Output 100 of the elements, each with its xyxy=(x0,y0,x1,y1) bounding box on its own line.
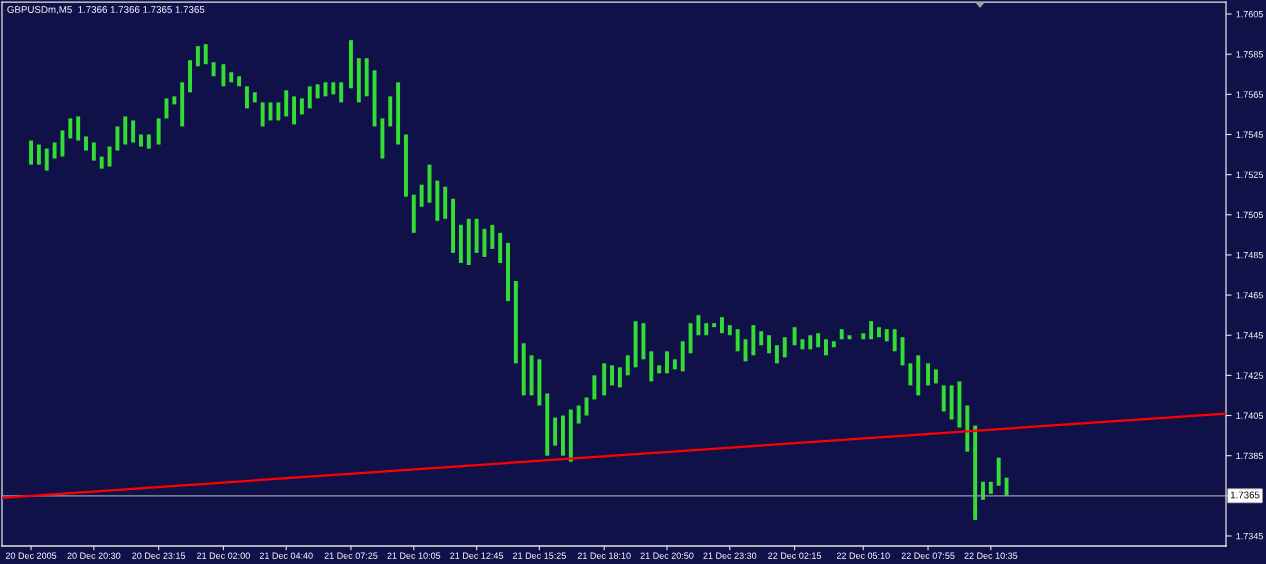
bar xyxy=(529,355,534,396)
x-tick-label: 21 Dec 07:25 xyxy=(324,552,378,559)
y-tick-label: 1.7585 xyxy=(1236,51,1263,58)
x-tick-label: 21 Dec 12:45 xyxy=(450,552,504,559)
bar xyxy=(576,405,581,424)
bar xyxy=(443,186,448,219)
bar xyxy=(364,58,369,97)
y-tick-label: 1.7605 xyxy=(1236,11,1263,18)
bar xyxy=(831,341,836,348)
bar xyxy=(513,281,518,364)
bar xyxy=(696,315,701,336)
bar xyxy=(229,72,234,83)
bar xyxy=(349,40,353,89)
bar xyxy=(537,359,542,406)
bar xyxy=(908,363,913,386)
y-tick-label: 1.7545 xyxy=(1236,131,1263,138)
y-tick-label: 1.7485 xyxy=(1236,251,1263,259)
bar xyxy=(36,144,41,165)
bar xyxy=(792,327,797,346)
bar xyxy=(466,218,471,265)
x-tick-label: 21 Dec 23:30 xyxy=(703,552,757,559)
bar xyxy=(602,363,607,396)
bar xyxy=(759,331,764,346)
bar xyxy=(774,345,779,364)
y-tick-label: 1.7525 xyxy=(1236,171,1263,178)
bar xyxy=(221,64,226,87)
bar xyxy=(60,130,65,157)
bar xyxy=(284,90,289,117)
x-tick-label: 20 Dec 20:30 xyxy=(67,552,121,559)
y-tick-label: 1.7345 xyxy=(1236,532,1263,540)
bar xyxy=(751,325,756,356)
bar xyxy=(451,198,456,253)
bar xyxy=(498,232,503,263)
bar xyxy=(490,224,495,249)
bar xyxy=(252,92,257,103)
x-tick-label: 22 Dec 07:55 xyxy=(901,552,955,559)
bar xyxy=(861,333,866,340)
x-tick-label: 22 Dec 10:35 xyxy=(964,552,1018,559)
bar xyxy=(561,415,565,456)
bar xyxy=(545,393,550,456)
bar xyxy=(808,335,813,350)
bar xyxy=(276,102,281,121)
bar xyxy=(892,329,897,352)
bar xyxy=(84,136,88,151)
bar xyxy=(592,375,597,400)
bar xyxy=(123,116,128,145)
y-tick-label: 1.7425 xyxy=(1236,372,1263,379)
bar xyxy=(203,44,208,65)
bar xyxy=(396,82,401,145)
bar xyxy=(307,86,312,109)
bar xyxy=(641,323,646,360)
bar xyxy=(91,142,96,161)
bar xyxy=(657,365,662,374)
bar xyxy=(816,333,821,348)
bar xyxy=(933,369,938,384)
x-tick-label: 22 Dec 02:15 xyxy=(768,552,822,559)
x-tick-label: 21 Dec 04:40 xyxy=(259,552,313,559)
bar xyxy=(688,323,693,354)
x-tick-label: 20 Dec 23:15 xyxy=(132,552,186,559)
bar xyxy=(44,148,49,171)
bar xyxy=(29,140,34,165)
bar xyxy=(76,116,81,141)
bar xyxy=(941,385,946,412)
bar xyxy=(172,96,177,105)
bar xyxy=(419,184,424,207)
bar xyxy=(719,317,724,334)
bar xyxy=(99,156,104,169)
bar xyxy=(680,341,685,372)
bar xyxy=(735,329,740,352)
bar xyxy=(260,102,265,127)
bar xyxy=(458,224,463,263)
bar xyxy=(180,82,185,127)
bar xyxy=(211,62,216,77)
bar xyxy=(869,321,874,340)
bar xyxy=(52,142,57,159)
bar xyxy=(482,228,487,257)
bar xyxy=(331,82,336,95)
bar xyxy=(131,120,136,143)
y-tick-label: 1.7565 xyxy=(1236,91,1263,98)
bar xyxy=(356,58,361,103)
bar xyxy=(372,70,377,127)
x-tick-label: 21 Dec 10:05 xyxy=(387,552,441,559)
bar xyxy=(1004,477,1009,496)
bar xyxy=(237,76,242,87)
bar xyxy=(957,381,962,428)
chart-title: GBPUSDm,M5 1.7366 1.7366 1.7365 1.7365 xyxy=(7,6,205,15)
bar xyxy=(973,425,978,520)
bar xyxy=(568,409,573,462)
x-tick-label: 21 Dec 20:50 xyxy=(640,552,694,559)
bar xyxy=(839,329,844,340)
bar xyxy=(996,457,1001,486)
bar xyxy=(926,363,931,386)
bar xyxy=(474,218,479,253)
bar xyxy=(633,321,638,368)
bar xyxy=(195,46,200,67)
bar xyxy=(877,327,881,338)
bar xyxy=(981,481,985,500)
bar xyxy=(617,367,622,388)
bar xyxy=(435,180,440,221)
bar xyxy=(411,194,416,233)
